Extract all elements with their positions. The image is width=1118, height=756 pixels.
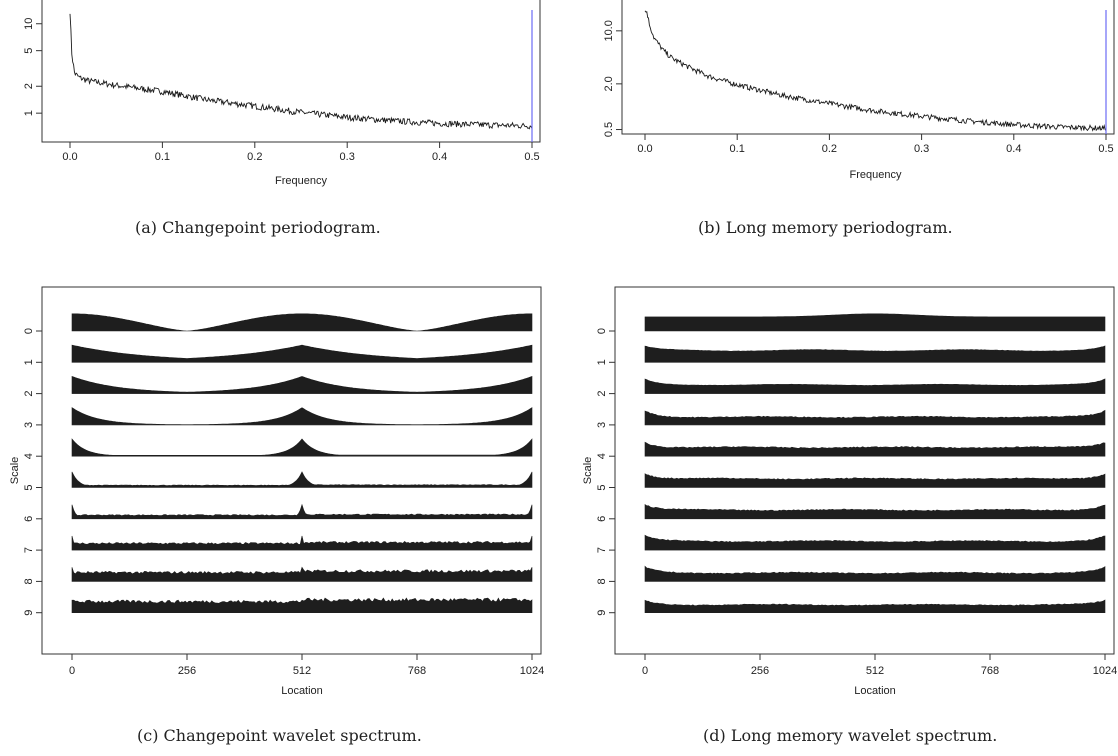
y-tick-label: 7 <box>596 547 608 553</box>
x-tick-label: 0.5 <box>1098 143 1113 155</box>
y-tick-label: 6 <box>596 516 608 522</box>
y-tick-label: 2.0 <box>603 76 615 91</box>
y-tick-label: 0 <box>596 328 608 334</box>
x-axis-label: Location <box>854 685 896 697</box>
y-tick-label: 2 <box>596 391 608 397</box>
y-tick-label: 3 <box>596 422 608 428</box>
x-tick-label: 256 <box>751 665 769 677</box>
scale-3-spectrum <box>71 407 533 426</box>
x-tick-label: 0.2 <box>822 143 837 155</box>
scale-6-spectrum <box>71 503 533 520</box>
x-tick-label: 0.1 <box>155 151 170 163</box>
plot-frame <box>41 0 541 143</box>
x-tick-label: 0.0 <box>62 151 77 163</box>
x-tick-label: 768 <box>408 665 426 677</box>
plot-frame <box>41 286 542 655</box>
scale-1-spectrum <box>644 345 1106 363</box>
x-tick-label: 512 <box>293 665 311 677</box>
scale-2-spectrum <box>644 378 1106 394</box>
y-tick-label: 10 <box>23 18 35 30</box>
y-tick-label: 1 <box>596 359 608 365</box>
x-axis-label: Frequency <box>850 169 902 181</box>
scale-7-spectrum <box>71 535 533 551</box>
y-tick-label: 1 <box>23 359 35 365</box>
y-tick-label: 9 <box>23 610 35 616</box>
y-tick-label: 2 <box>23 391 35 397</box>
y-tick-label: 5 <box>23 48 35 54</box>
y-tick-label: 5 <box>23 484 35 490</box>
x-tick-label: 0.1 <box>730 143 745 155</box>
panel-b-long-memory-periodogram: 0.0 0.1 0.2 0.3 0.4 0.5 0.5 2.0 10.0 Frequency <box>603 0 1115 181</box>
y-tick-label: 3 <box>23 422 35 428</box>
x-tick-label: 0 <box>642 665 648 677</box>
scale-2-spectrum <box>71 375 533 394</box>
scale-9-spectrum <box>71 597 533 613</box>
y-tick-label: 8 <box>596 578 608 584</box>
y-tick-label: 6 <box>23 516 35 522</box>
panel-d-long-memory-wavelet-spectrum: 0 256 512 768 1024 Location Scale 0 1 2 3 4 5 6 7 8 9 <box>582 286 1117 697</box>
scale-1-spectrum <box>71 344 533 363</box>
series-line <box>644 10 1107 132</box>
x-axis-label: Location <box>281 685 323 697</box>
x-axis-label: Frequency <box>275 175 327 187</box>
scale-3-spectrum <box>644 409 1106 426</box>
scale-9-spectrum <box>644 599 1106 613</box>
y-tick-label: 4 <box>23 453 35 459</box>
y-tick-label: 0.5 <box>603 122 615 137</box>
x-tick-label: 1024 <box>520 665 544 677</box>
scale-7-spectrum <box>644 534 1106 551</box>
y-tick-label: 4 <box>596 453 608 459</box>
scale-6-spectrum <box>644 504 1106 520</box>
caption-b: (b) Long memory periodogram. <box>698 218 953 237</box>
x-tick-label: 1024 <box>1093 665 1117 677</box>
series-line <box>69 13 533 130</box>
y-axis-label: Scale <box>9 457 21 485</box>
plot-frame <box>614 286 1115 655</box>
x-tick-label: 0.5 <box>524 151 539 163</box>
x-tick-label: 256 <box>178 665 196 677</box>
scale-4-spectrum <box>71 438 533 457</box>
y-tick-label: 7 <box>23 547 35 553</box>
x-tick-label: 0.3 <box>340 151 355 163</box>
y-tick-label: 0 <box>23 328 35 334</box>
caption-a: (a) Changepoint periodogram. <box>135 218 381 237</box>
scale-5-spectrum <box>71 471 533 488</box>
y-axis-label: Scale <box>582 457 594 485</box>
x-tick-label: 512 <box>866 665 884 677</box>
x-tick-label: 0.2 <box>247 151 262 163</box>
x-tick-label: 0 <box>69 665 75 677</box>
x-tick-label: 0.4 <box>1006 143 1021 155</box>
x-tick-label: 0.0 <box>637 143 652 155</box>
scale-0-spectrum <box>71 313 533 332</box>
y-tick-label: 2 <box>23 83 35 89</box>
caption-c: (c) Changepoint wavelet spectrum. <box>137 726 422 745</box>
y-tick-label: 1 <box>23 110 35 116</box>
panel-a-changepoint-periodogram: 0.0 0.1 0.2 0.3 0.4 0.5 1 2 5 10 Frequency <box>23 0 541 187</box>
panel-c-changepoint-wavelet-spectrum: 0 256 512 768 1024 Location Scale 0 1 2 3 4 5 6 7 8 9 <box>9 286 544 697</box>
plot-frame <box>621 0 1115 135</box>
y-tick-label: 9 <box>596 610 608 616</box>
scale-0-spectrum <box>644 313 1106 332</box>
scale-5-spectrum <box>644 473 1106 488</box>
y-tick-label: 5 <box>596 484 608 490</box>
y-tick-label: 8 <box>23 578 35 584</box>
scale-4-spectrum <box>644 441 1106 457</box>
x-tick-label: 0.4 <box>432 151 447 163</box>
caption-d: (d) Long memory wavelet spectrum. <box>703 726 998 745</box>
y-tick-label: 10.0 <box>603 20 615 41</box>
scale-8-spectrum <box>71 566 533 582</box>
x-tick-label: 0.3 <box>914 143 929 155</box>
scale-8-spectrum <box>644 565 1106 582</box>
x-tick-label: 768 <box>981 665 999 677</box>
